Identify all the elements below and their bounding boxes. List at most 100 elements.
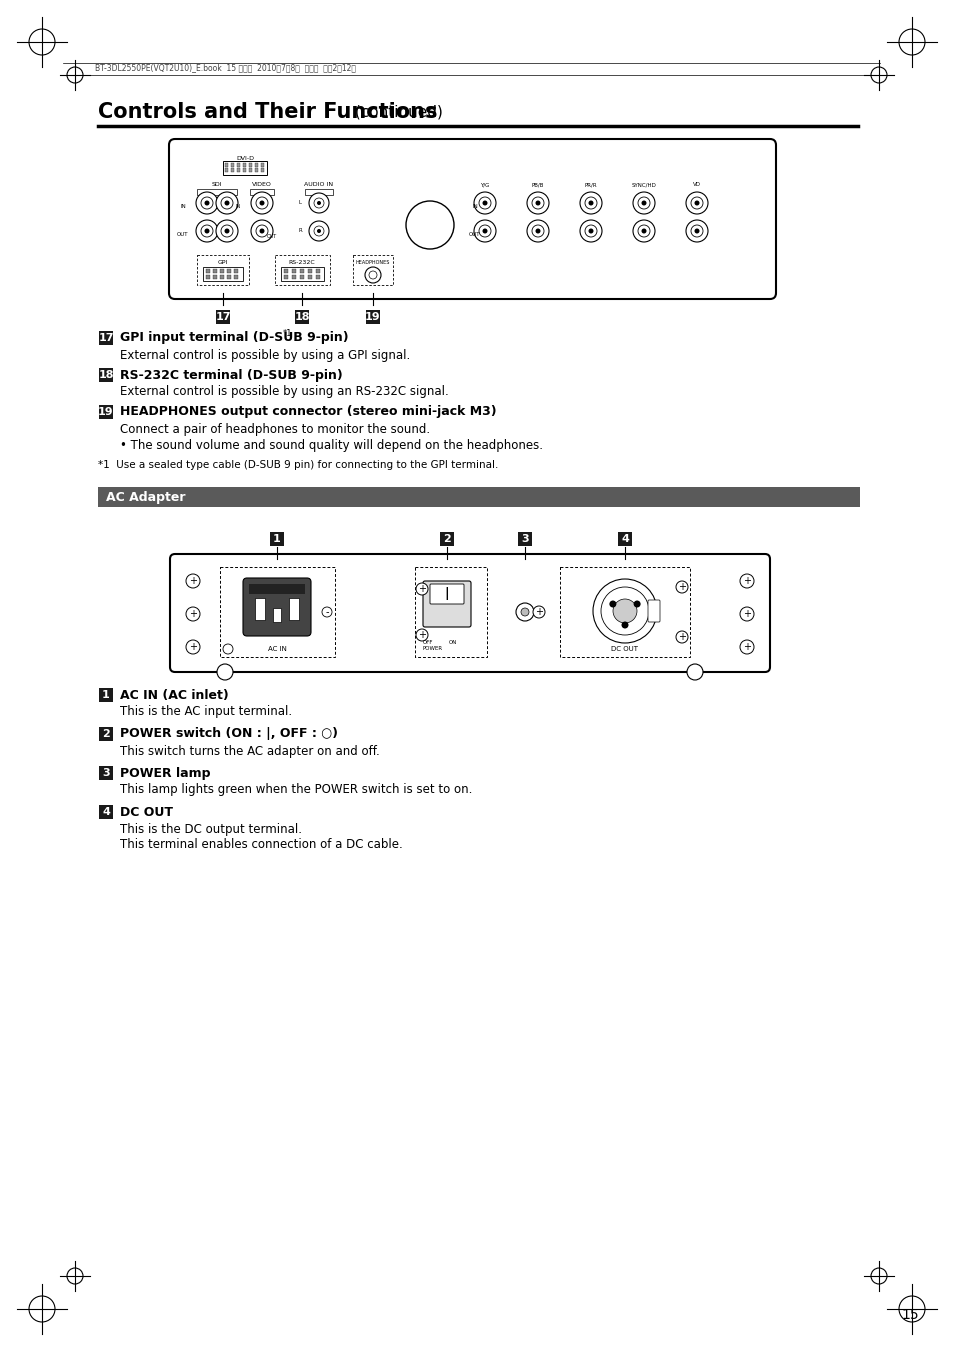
Circle shape: [221, 197, 233, 209]
FancyBboxPatch shape: [170, 554, 769, 671]
Text: 1: 1: [102, 690, 110, 700]
Text: +: +: [678, 632, 685, 642]
Text: Controls and Their Functions: Controls and Their Functions: [98, 101, 437, 122]
Circle shape: [633, 600, 640, 608]
Circle shape: [690, 197, 702, 209]
Text: +: +: [417, 584, 426, 594]
Bar: [206, 276, 210, 280]
Bar: [236, 168, 240, 172]
Bar: [249, 168, 252, 172]
Circle shape: [676, 631, 687, 643]
Circle shape: [526, 192, 548, 213]
Text: *1: *1: [283, 330, 293, 339]
Text: POWER lamp: POWER lamp: [120, 766, 211, 780]
Bar: [99, 766, 112, 780]
Circle shape: [532, 197, 543, 209]
Circle shape: [640, 228, 646, 234]
Text: IN: IN: [180, 204, 186, 209]
Text: 2: 2: [442, 534, 451, 544]
Text: +: +: [189, 576, 196, 586]
Bar: [281, 267, 324, 281]
Circle shape: [740, 640, 753, 654]
Circle shape: [579, 192, 601, 213]
Bar: [99, 405, 112, 419]
Text: POWER switch (ON : |, OFF : ○): POWER switch (ON : |, OFF : ○): [120, 727, 337, 740]
Circle shape: [535, 200, 540, 205]
Text: 15: 15: [901, 1308, 918, 1323]
Circle shape: [316, 201, 320, 205]
Circle shape: [535, 228, 540, 234]
Circle shape: [204, 200, 210, 205]
Circle shape: [216, 663, 233, 680]
Circle shape: [620, 621, 628, 628]
Text: OUT: OUT: [177, 232, 189, 238]
Text: PR/R: PR/R: [584, 182, 597, 188]
Text: 2: 2: [102, 730, 110, 739]
Text: IN: IN: [235, 204, 240, 209]
Circle shape: [593, 580, 657, 643]
Text: OUT: OUT: [267, 235, 276, 239]
Circle shape: [478, 197, 491, 209]
Bar: [227, 269, 231, 273]
Circle shape: [314, 226, 324, 236]
Text: +: +: [742, 609, 750, 619]
Circle shape: [638, 226, 649, 236]
Circle shape: [633, 192, 655, 213]
Circle shape: [584, 226, 597, 236]
Bar: [203, 267, 243, 281]
Circle shape: [685, 192, 707, 213]
Circle shape: [204, 228, 210, 234]
Bar: [299, 276, 304, 280]
Bar: [254, 598, 265, 620]
Text: PB/B: PB/B: [531, 182, 543, 188]
Circle shape: [520, 608, 529, 616]
Text: Y/G: Y/G: [479, 182, 489, 188]
Circle shape: [474, 220, 496, 242]
Bar: [305, 189, 333, 195]
Text: ON: ON: [449, 639, 456, 644]
Circle shape: [416, 630, 428, 640]
Bar: [231, 168, 233, 172]
Circle shape: [369, 272, 376, 280]
Text: External control is possible by using an RS-232C signal.: External control is possible by using an…: [120, 385, 448, 399]
Bar: [308, 276, 312, 280]
Text: L: L: [298, 200, 301, 205]
Text: 3: 3: [520, 534, 528, 544]
Bar: [254, 163, 257, 166]
FancyBboxPatch shape: [415, 567, 486, 657]
Text: OUT: OUT: [469, 232, 480, 238]
Circle shape: [633, 220, 655, 242]
Circle shape: [221, 226, 233, 236]
Bar: [213, 276, 216, 280]
Bar: [243, 163, 246, 166]
Text: 18: 18: [294, 312, 310, 322]
Circle shape: [255, 226, 268, 236]
Bar: [233, 276, 237, 280]
Text: RS-232C terminal (D-SUB 9-pin): RS-232C terminal (D-SUB 9-pin): [120, 369, 342, 381]
Bar: [315, 276, 319, 280]
Text: IN: IN: [472, 204, 477, 209]
Bar: [99, 727, 112, 740]
Bar: [99, 367, 112, 382]
Text: 4: 4: [620, 534, 628, 544]
Text: 19: 19: [365, 312, 380, 322]
Text: 18: 18: [98, 370, 113, 380]
Text: SDI: SDI: [212, 182, 222, 188]
Circle shape: [316, 230, 320, 232]
Bar: [98, 486, 859, 507]
Text: HEADPHONES: HEADPHONES: [355, 259, 390, 265]
Bar: [289, 598, 298, 620]
Circle shape: [740, 607, 753, 621]
Circle shape: [195, 192, 218, 213]
Text: +: +: [742, 576, 750, 586]
Bar: [220, 276, 224, 280]
Text: -: -: [325, 607, 329, 617]
Circle shape: [215, 220, 237, 242]
Bar: [213, 269, 216, 273]
FancyBboxPatch shape: [422, 581, 471, 627]
Bar: [273, 608, 281, 621]
Bar: [299, 269, 304, 273]
Text: GPI: GPI: [217, 259, 228, 265]
FancyBboxPatch shape: [196, 255, 249, 285]
Circle shape: [740, 574, 753, 588]
